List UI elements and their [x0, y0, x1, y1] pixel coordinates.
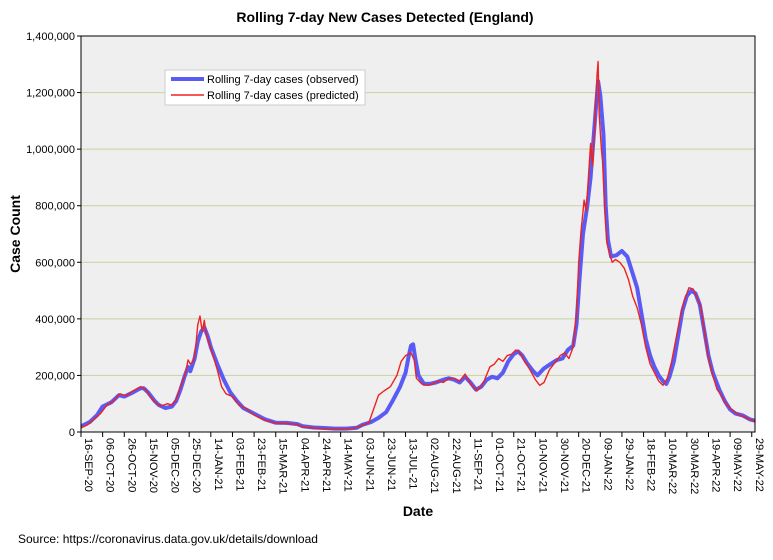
legend: Rolling 7-day cases (observed) Rolling 7… [164, 69, 366, 106]
y-axis: 0 200,000 400,000 600,000 800,000 1,000,000 1,… [26, 31, 81, 439]
source-note: Source: https://coronavirus.data.gov.uk/… [18, 532, 318, 546]
y-tick-label: 800,000 [35, 201, 75, 213]
x-tick-label: 11-SEP-21 [471, 438, 483, 491]
x-axis-label: Date [403, 503, 434, 519]
x-tick-label: 21-OCT-21 [515, 438, 527, 492]
x-tick-label: 26-OCT-20 [125, 438, 137, 492]
x-tick-label: 19-APR-22 [709, 438, 721, 492]
x-tick-label: 02-AUG-21 [428, 438, 440, 494]
legend-label-observed: Rolling 7-day cases (observed) [207, 74, 359, 86]
y-tick-label: 600,000 [35, 257, 75, 269]
legend-label-predicted: Rolling 7-day cases (predicted) [207, 90, 359, 102]
y-axis-label: Case Count [7, 195, 23, 273]
x-tick-label: 01-OCT-21 [493, 438, 505, 492]
x-tick-label: 24-APR-21 [320, 438, 332, 492]
x-tick-label: 23-FEB-21 [255, 438, 267, 491]
x-tick-label: 15-MAR-21 [277, 438, 289, 494]
y-tick-label: 400,000 [35, 314, 75, 326]
x-tick-label: 06-OCT-20 [104, 438, 116, 492]
x-tick-label: 30-MAR-22 [688, 438, 700, 494]
plot-frame [80, 35, 756, 433]
x-tick-label: 30-NOV-21 [558, 438, 570, 493]
x-tick-label: 23-JUN-21 [385, 438, 397, 491]
x-tick-label: 09-MAY-22 [731, 438, 743, 492]
legend-box [164, 69, 366, 106]
y-tick-label: 1,000,000 [26, 144, 75, 156]
x-tick-label: 13-JUL-21 [407, 438, 419, 489]
x-tick-label: 16-SEP-20 [82, 438, 94, 492]
y-tick-label: 200,000 [35, 370, 75, 382]
y-tick-label: 1,200,000 [26, 88, 75, 100]
series-predicted-line [81, 60, 755, 430]
x-tick-label: 29-MAY-22 [753, 438, 765, 492]
series-layer [81, 60, 755, 431]
x-tick-label: 29-JAN-22 [623, 438, 635, 491]
x-tick-label: 10-MAR-22 [666, 438, 678, 494]
x-tick-label: 25-DEC-20 [190, 438, 202, 493]
x-tick-label: 18-FEB-22 [645, 438, 657, 491]
x-tick-label: 10-NOV-21 [536, 438, 548, 493]
x-tick-label: 03-FEB-21 [233, 438, 245, 491]
y-tick-label: 1,400,000 [26, 31, 75, 43]
x-tick-label: 03-JUN-21 [363, 438, 375, 491]
x-tick-label: 14-MAY-21 [342, 438, 354, 492]
y-tick-label: 0 [69, 427, 75, 439]
x-tick-label: 05-DEC-20 [169, 438, 181, 493]
chart-title: Rolling 7-day New Cases Detected (Englan… [236, 9, 533, 25]
x-tick-label: 20-DEC-21 [580, 438, 592, 493]
x-tick-label: 22-AUG-21 [450, 438, 462, 494]
x-axis: 16-SEP-20 06-OCT-20 26-OCT-20 15-NOV-20 05-D… [80, 432, 765, 494]
grid-lines [81, 92, 755, 376]
x-tick-label: 09-JAN-22 [601, 438, 613, 491]
x-tick-label: 15-NOV-20 [147, 438, 159, 493]
x-tick-label: 14-JAN-21 [212, 438, 224, 491]
x-tick-label: 04-APR-21 [298, 438, 310, 492]
